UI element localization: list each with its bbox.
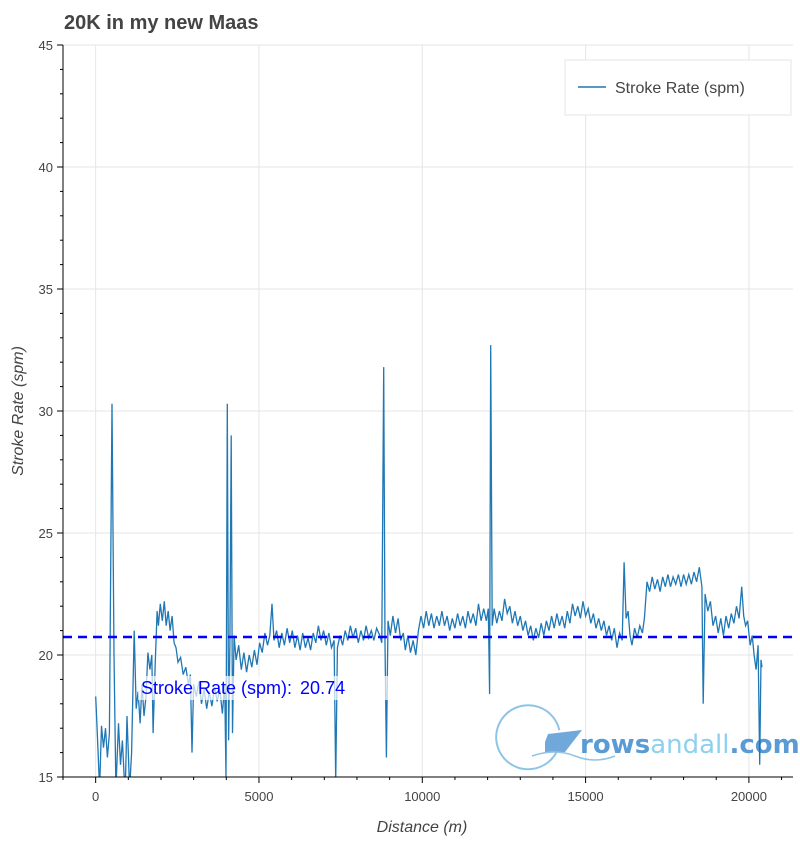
x-tick-label: 10000 [404,789,440,804]
grid [63,44,793,778]
svg-text:rowsandall.com: rowsandall.com [580,730,800,760]
mean-annotation-label: Stroke Rate (spm): [141,678,292,698]
y-axis-label: Stroke Rate (spm) [10,346,27,476]
x-tick-label: 5000 [245,789,274,804]
mean-annotation-value: 20.74 [300,678,345,698]
annotation-background [138,676,400,700]
logo-text-rows: rows [580,730,650,760]
y-tick-label: 30 [39,404,53,419]
x-tick-label: 0 [92,789,99,804]
y-tick-label: 35 [39,282,53,297]
series-line-stroke-rate [95,345,763,777]
chart-title: 20K in my new Maas [64,12,259,34]
x-tick-label: 15000 [568,789,604,804]
y-tick-label: 45 [39,38,53,53]
logo-wave-icon [531,751,616,761]
y-tick-label: 40 [39,160,53,175]
mean-annotation: Stroke Rate (spm): 20.74 [141,678,345,698]
legend-entry: Stroke Rate (spm) [615,80,745,97]
logo-circle-icon [495,704,562,771]
logo-text-andall: andall [650,730,729,760]
axes: 15 20 25 30 35 40 45 0 5000 10000 15000 20000 [39,38,793,804]
logo-text-com: .com [729,730,799,760]
x-axis-label: Distance (m) [377,819,468,836]
legend: Stroke Rate (spm) [564,59,792,116]
watermark-logo: rowsandall.com [495,704,800,771]
logo-boat-icon [545,730,582,752]
x-tick-label: 20000 [731,789,767,804]
y-tick-label: 25 [39,526,53,541]
y-tick-label: 15 [39,770,53,785]
y-tick-label: 20 [39,648,53,663]
